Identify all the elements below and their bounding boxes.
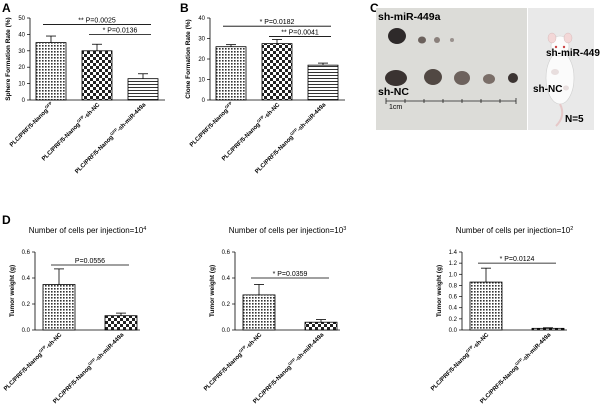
bar: [242, 294, 276, 331]
y-tick-label: 1.0: [449, 272, 458, 278]
p-value-label: * P=0.0124: [500, 256, 535, 263]
photo-scale-label: 1cm: [389, 104, 403, 111]
bar: [261, 43, 293, 101]
category-label: PLC/PRF/5-NanogGFP-sh-NC: [428, 330, 491, 393]
bar: [104, 315, 138, 331]
chart-clone-formation: 0 10 20 30 40 Clone Formation Rate (%) PLC/PRF…: [185, 16, 345, 175]
category-label: PLC/PRF/5-NanogGFP-sh-miR-449a: [51, 330, 126, 405]
tumor-mir-1: [388, 28, 406, 44]
y-axis-label: Tumor weight (g): [9, 265, 16, 317]
y-tick-label: 0.4: [222, 276, 231, 282]
p-value-label: * P=0.0182: [260, 19, 295, 26]
y-tick-label: 0.4: [449, 306, 458, 312]
y-tick-label: 40: [198, 16, 205, 22]
y-tick-label: 50: [18, 16, 25, 22]
y-axis-label: Tumor weight (g): [436, 265, 443, 317]
y-tick-label: 1.2: [449, 261, 458, 267]
photo-label-sh-nc: sh-NC: [378, 86, 409, 98]
y-tick-label: 0.8: [449, 283, 458, 289]
bar: [307, 64, 339, 101]
tumor-nc-5: [508, 73, 518, 83]
p-value-label: * P=0.0136: [103, 27, 138, 34]
p-value-label: * P=0.0359: [273, 271, 308, 278]
chart-tumor-weight-1e2: Number of cells per injection=102 0.0 0.2 0…: [428, 226, 574, 405]
panel-letter-d: D: [2, 213, 11, 227]
tumor-nc-1: [385, 70, 407, 86]
y-tick-label: 0: [22, 98, 26, 104]
category-label: PLC/PRF/5-NanogGFP-sh-miR-449a: [73, 100, 148, 175]
category-label: PLC/PRF/5-NanogGFP: [7, 100, 55, 148]
chart-tumor-weight-1e3: Number of cells per injection=103 0.0 0.2 0…: [201, 226, 347, 405]
bar: [304, 321, 338, 331]
tumor-nc-3: [454, 71, 470, 85]
category-label: PLC/PRF/5-NanogGFP-sh-miR-449a: [251, 330, 326, 405]
panel-letter-c: C: [370, 1, 379, 15]
category-label: PLC/PRF/5-NanogGFP-sh-miR-449a: [253, 100, 328, 175]
y-tick-label: 0.4: [22, 276, 31, 282]
n-count-label: N=5: [565, 114, 584, 125]
bar: [469, 281, 503, 331]
y-axis-label: Sphere Formation Rate (%): [5, 17, 12, 100]
tumor-mir-3: [434, 37, 440, 43]
bar: [215, 46, 247, 101]
chart-tumor-weight-1e4: Number of cells per injection=104 0.0 0.2 0…: [1, 226, 147, 405]
mouse-label-sh-nc: sh-NC: [533, 84, 563, 95]
y-tick-label: 10: [198, 78, 205, 84]
bar: [42, 284, 76, 331]
p-value-label: P=0.0556: [75, 258, 105, 265]
chart-title: Number of cells per injection=104: [29, 226, 147, 235]
panel-letter-a: A: [2, 1, 11, 15]
y-tick-label: 0: [202, 98, 206, 104]
panel-letter-b: B: [180, 1, 189, 15]
bar: [531, 327, 565, 331]
y-tick-label: 0.2: [22, 302, 31, 308]
y-tick-label: 0.0: [449, 328, 458, 334]
mouse-label-sh-mir-449a: sh-miR-449a: [546, 48, 600, 59]
p-value-label: ** P=0.0025: [78, 18, 116, 25]
bar: [81, 50, 113, 101]
bar: [35, 42, 67, 101]
chart-title: Number of cells per injection=102: [456, 226, 574, 235]
y-tick-label: 0.6: [222, 250, 231, 256]
bar: [127, 78, 159, 101]
y-tick-label: 30: [198, 37, 205, 43]
y-tick-label: 10: [18, 82, 25, 88]
tumor-nc-2: [424, 69, 442, 85]
p-value-label: ** P=0.0041: [281, 29, 319, 36]
tumor-photo: [376, 8, 594, 130]
y-tick-label: 0.0: [222, 328, 231, 334]
category-label: PLC/PRF/5-NanogGFP-sh-miR-449a: [478, 330, 553, 405]
ruler: [385, 98, 517, 104]
mouse-icon: [545, 32, 575, 127]
category-label: PLC/PRF/5-NanogGFP-sh-NC: [201, 330, 264, 393]
y-tick-label: 20: [18, 65, 25, 71]
chart-title: Number of cells per injection=103: [229, 226, 347, 235]
photo-label-sh-mir-449a: sh-miR-449a: [378, 11, 441, 23]
y-axis-label: Tumor weight (g): [209, 265, 216, 317]
y-tick-label: 20: [198, 57, 205, 63]
y-tick-label: 0.2: [222, 302, 231, 308]
tumor-mir-2: [418, 36, 426, 44]
category-label: PLC/PRF/5-NanogGFP: [187, 100, 235, 148]
tumor-mir-4: [450, 38, 454, 42]
y-tick-label: 0.6: [22, 250, 31, 256]
tumor-nc-4: [483, 74, 495, 84]
y-tick-label: 0.0: [22, 328, 31, 334]
y-tick-label: 40: [18, 32, 25, 38]
category-label: PLC/PRF/5-NanogGFP-sh-NC: [1, 330, 64, 393]
y-tick-label: 0.6: [449, 295, 458, 301]
y-tick-label: 30: [18, 49, 25, 55]
y-tick-label: 0.2: [449, 317, 458, 323]
y-axis-label: Clone Formation Rate (%): [185, 19, 192, 98]
y-tick-label: 1.4: [449, 250, 458, 256]
